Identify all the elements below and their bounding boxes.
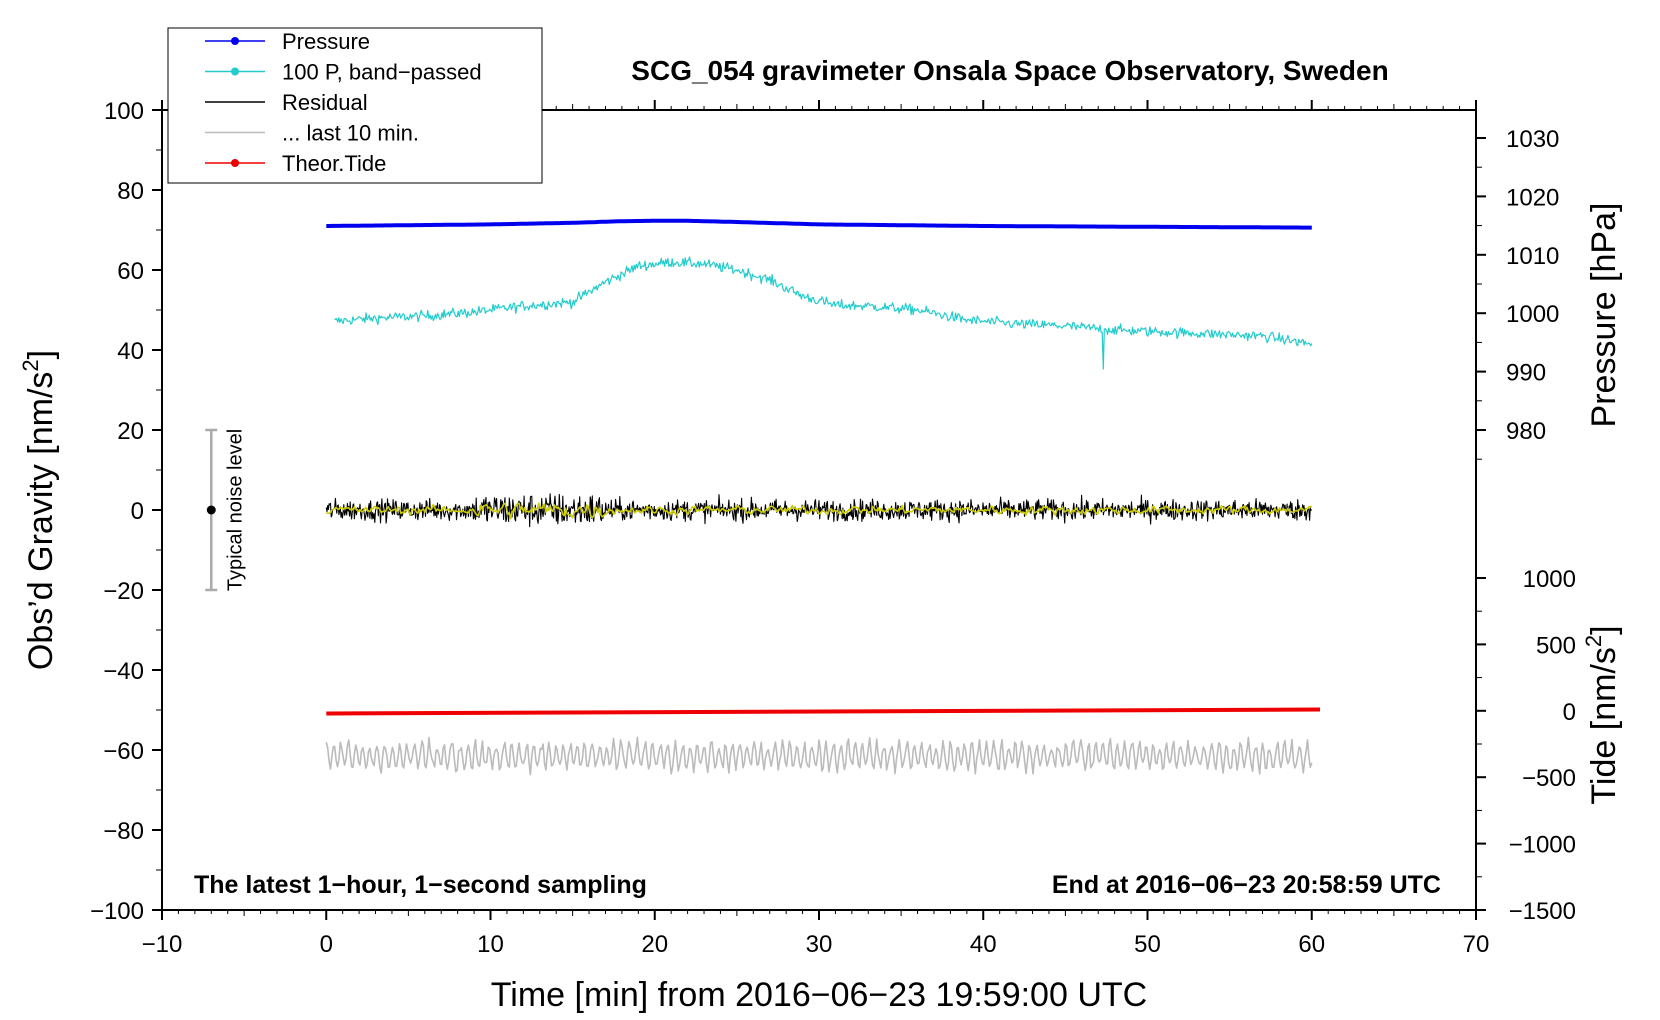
series-residual	[325, 493, 1312, 528]
x-tick-label: 10	[477, 931, 504, 958]
y-tick-label: 80	[117, 178, 144, 205]
pressure-tick-label: 1030	[1506, 126, 1559, 153]
x-tick-label: 50	[1134, 931, 1161, 958]
series-pressure	[326, 218, 1312, 230]
tide-tick-labels: 1000 500 0 −500 −1000 −1500	[1509, 566, 1576, 925]
y-tick-label: −80	[103, 818, 144, 845]
tide-tick-label: 0	[1563, 699, 1576, 726]
tide-tick-label: −1000	[1509, 832, 1576, 859]
legend-swatch-marker	[231, 37, 239, 45]
pressure-tick-label: 980	[1506, 418, 1546, 445]
legend-label: Residual	[282, 90, 368, 115]
x-tick-label: 60	[1298, 931, 1325, 958]
y-axis-label-pressure: Pressure [hPa]	[1585, 203, 1623, 428]
y-axis-label-tide: Tide [nm/s2]	[1581, 625, 1623, 804]
legend-label: 100 P, band−passed	[282, 60, 482, 85]
annotation-bottom-left: The latest 1−hour, 1−second sampling	[194, 871, 647, 899]
legend-label: Theor.Tide	[282, 151, 386, 176]
x-tick-label: 20	[641, 931, 668, 958]
x-tick-label: −10	[142, 931, 183, 958]
series-theor-tide	[326, 707, 1321, 716]
series-residual-smoothed	[326, 502, 1313, 520]
noise-level-bar	[205, 428, 218, 592]
noise-level-label: Typical noise level	[224, 429, 246, 591]
x-tick-label: 70	[1463, 931, 1490, 958]
y-axis-label-left-text: Obs’d Gravity [nm/s	[22, 372, 60, 671]
pressure-tick-label: 1010	[1506, 243, 1559, 270]
y-axis-label-tide-sup: 2	[1581, 635, 1606, 647]
y-tick-labels: 100 80 60 40 20 0 −20 −40 −60 −80 −100	[90, 98, 144, 925]
legend-label: ... last 10 min.	[282, 121, 419, 146]
x-tick-label: 40	[970, 931, 997, 958]
chart-title: SCG_054 gravimeter Onsala Space Observat…	[631, 55, 1388, 86]
legend-swatch-marker	[231, 159, 239, 167]
y-tick-label: 0	[131, 498, 144, 525]
tide-tick-label: −1500	[1509, 898, 1576, 925]
y-tick-label: −40	[103, 658, 144, 685]
pressure-tick-label: 1020	[1506, 184, 1559, 211]
x-tick-label: 30	[806, 931, 833, 958]
legend-box	[167, 27, 543, 184]
legend: Pressure 100 P, band−passed Residual ... la…	[167, 27, 543, 184]
tide-tick-label: −500	[1522, 765, 1576, 792]
tide-tick-label: 500	[1536, 632, 1576, 659]
noise-bar-center	[206, 505, 216, 515]
x-axis-label: Time [min] from 2016−06−23 19:59:00 UTC	[491, 976, 1147, 1014]
tide-tick-label: 1000	[1523, 566, 1576, 593]
y-tick-label: 100	[104, 98, 144, 125]
annotation-bottom-right: End at 2016−06−23 20:58:59 UTC	[1052, 871, 1441, 899]
y-axis-label-left: Obs’d Gravity [nm/s2]	[18, 350, 60, 670]
pressure-tick-label: 1000	[1506, 301, 1559, 328]
series-layer	[325, 218, 1321, 776]
y-axis-label-left-sup: 2	[18, 359, 43, 371]
series-pressure-bandpassed	[334, 256, 1313, 370]
y-axis-label-tide-end: ]	[1585, 625, 1623, 634]
y-tick-label: 20	[117, 418, 144, 445]
legend-swatch-marker	[231, 67, 239, 76]
series-last-10-min	[325, 736, 1313, 776]
pressure-tick-label: 990	[1506, 360, 1546, 387]
y-axis-label-tide-text: Tide [nm/s	[1585, 647, 1623, 804]
y-tick-label: −60	[103, 738, 144, 765]
pressure-tick-labels: 980 990 1000 1010 1020 1030	[1506, 126, 1559, 445]
x-tick-label: 0	[320, 931, 333, 958]
legend-label: Pressure	[282, 29, 370, 54]
y-tick-label: −20	[103, 578, 144, 605]
y-tick-label: 40	[117, 338, 144, 365]
y-axis-label-left-end: ]	[22, 350, 60, 359]
x-tick-labels: −10 0 10 20 30 40 50 60 70	[142, 931, 1490, 958]
y-tick-label: −100	[90, 898, 144, 925]
y-tick-label: 60	[117, 258, 144, 285]
